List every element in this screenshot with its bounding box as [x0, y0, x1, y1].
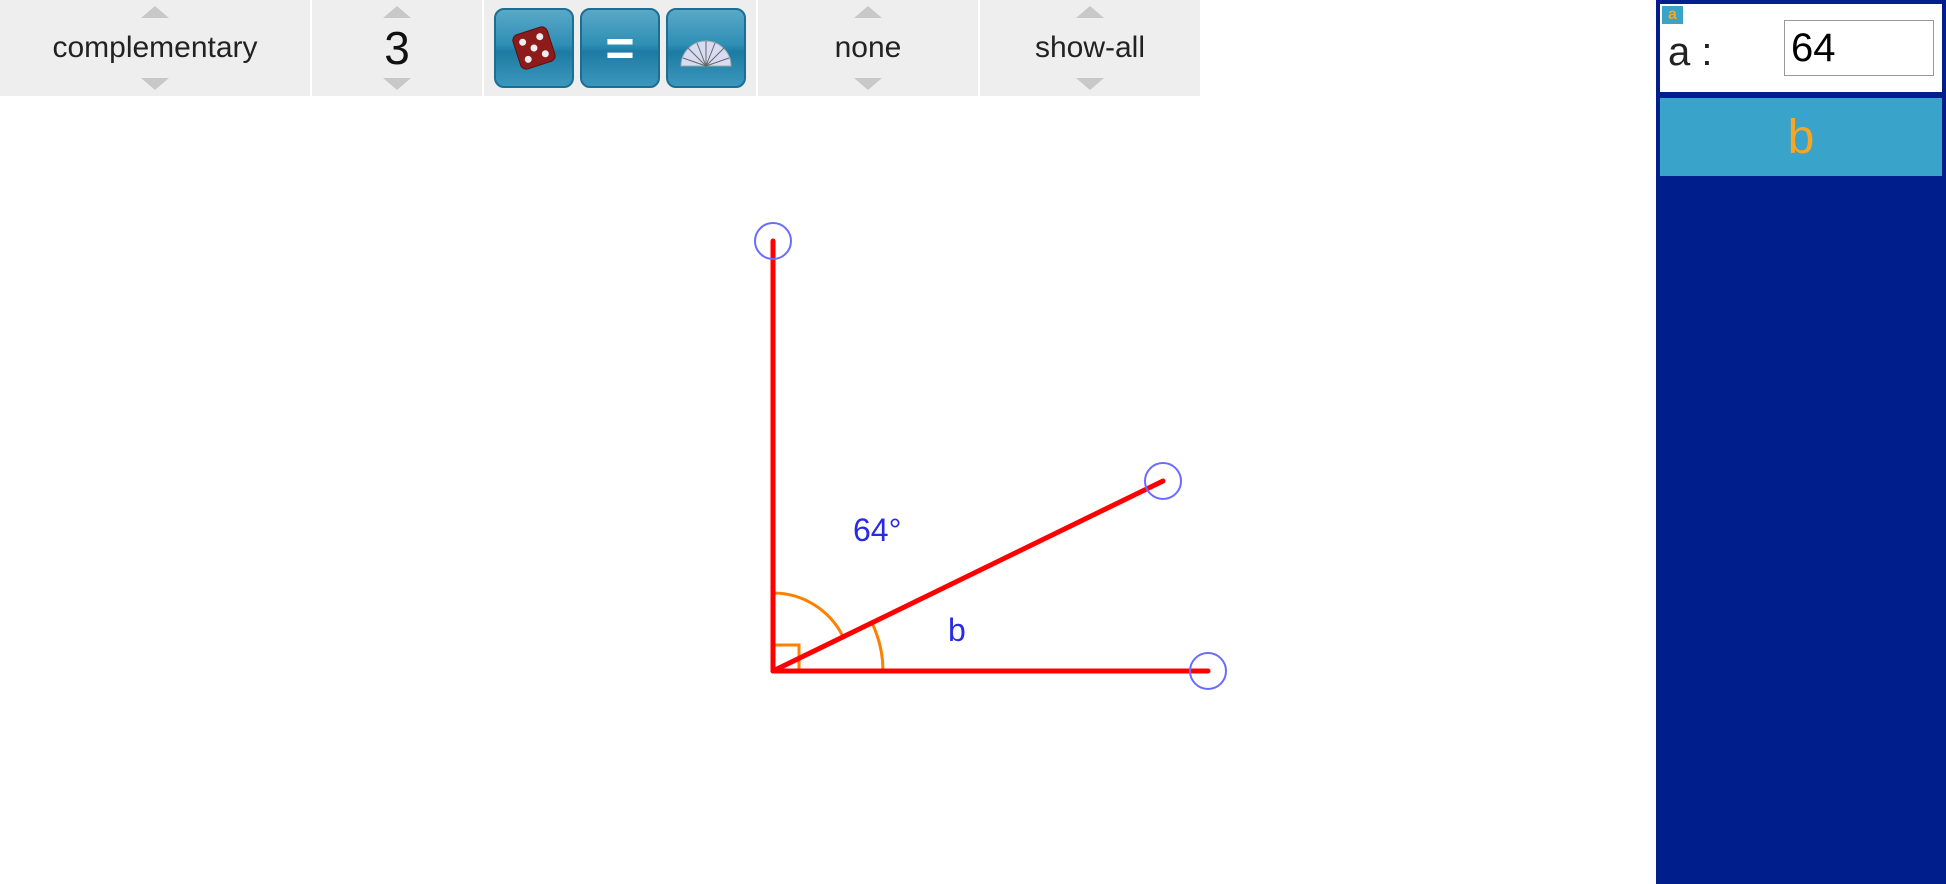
type-down-icon[interactable]	[141, 78, 169, 90]
type-selector: complementary	[0, 0, 310, 96]
equals-button[interactable]: =	[580, 8, 660, 88]
show-mode-value: show-all	[1035, 31, 1145, 65]
count-value: 3	[384, 21, 410, 75]
canvas-area[interactable]: 64° b	[0, 96, 1656, 884]
type-up-icon[interactable]	[141, 6, 169, 18]
label-mode-selector: none	[758, 0, 978, 96]
count-down-icon[interactable]	[383, 78, 411, 90]
equals-icon: =	[605, 19, 634, 77]
badge-a: a	[1662, 6, 1683, 24]
main-area: complementary 3	[0, 0, 1656, 884]
dice-icon	[506, 20, 562, 76]
count-selector: 3	[312, 0, 482, 96]
svg-text:64°: 64°	[853, 512, 901, 548]
side-panel: a a : b	[1656, 0, 1946, 884]
toolbar: complementary 3	[0, 0, 1656, 96]
a-input[interactable]	[1784, 20, 1934, 76]
protractor-button[interactable]	[666, 8, 746, 88]
label-mode-value: none	[835, 31, 902, 65]
label-mode-down-icon[interactable]	[854, 78, 882, 90]
show-mode-up-icon[interactable]	[1076, 6, 1104, 18]
dice-button[interactable]	[494, 8, 574, 88]
protractor-icon	[675, 20, 737, 76]
count-up-icon[interactable]	[383, 6, 411, 18]
panel-a: a a :	[1660, 4, 1942, 92]
tool-buttons: =	[484, 0, 756, 96]
show-mode-down-icon[interactable]	[1076, 78, 1104, 90]
type-value: complementary	[52, 31, 257, 65]
panel-b-button[interactable]: b	[1660, 98, 1942, 176]
label-mode-up-icon[interactable]	[854, 6, 882, 18]
diagram-svg: 64° b	[0, 96, 1656, 884]
show-mode-selector: show-all	[980, 0, 1200, 96]
svg-text:b: b	[948, 612, 966, 648]
a-label: a :	[1668, 30, 1712, 75]
b-label: b	[1788, 110, 1815, 165]
